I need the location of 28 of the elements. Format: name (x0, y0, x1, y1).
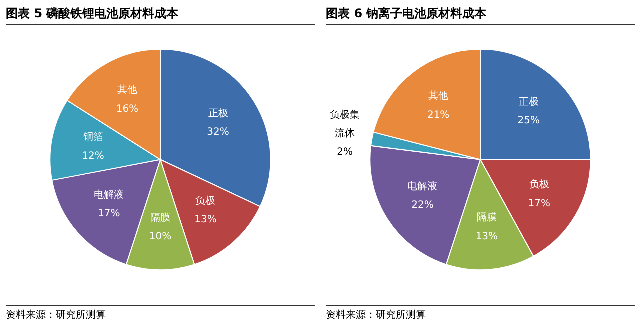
slice-label: 电解液 (94, 188, 124, 201)
data-label: 25% (518, 115, 540, 126)
data-label: 13% (476, 231, 498, 242)
data-label: 16% (116, 104, 139, 115)
data-label: 32% (207, 127, 230, 138)
data-label: 10% (149, 232, 172, 243)
slice-label: 正极 (518, 96, 539, 108)
slice-label: 其他 (428, 90, 449, 102)
slice-label: 其他 (118, 84, 138, 96)
slice-label: 铜箔 (82, 131, 104, 144)
data-label: 2% (337, 147, 353, 158)
slice-label: 正极 (208, 107, 228, 120)
slice-label: 隔膜 (150, 212, 170, 224)
text: 资料来源：研究所测算 (6, 309, 106, 322)
data-label: 12% (82, 150, 104, 162)
chart-title: 图表 5 磷酸铁锂电池原材料成本 (6, 6, 180, 21)
slice-label: 电解液 (408, 180, 438, 192)
chart-title: 图表 6 钠离子电池原材料成本 (326, 6, 488, 21)
text: 资料来源：研究所测算 (326, 309, 426, 322)
slice-label: 负极 (529, 178, 550, 191)
data-label: 22% (412, 200, 434, 212)
data-label: 17% (98, 208, 120, 220)
slice-label: 负极 (196, 194, 216, 207)
slice-label: 隔膜 (476, 212, 497, 224)
data-label: 17% (528, 198, 551, 210)
slice-label: 负极集流体 (330, 108, 360, 140)
data-label: 21% (427, 110, 450, 121)
data-label: 13% (194, 214, 217, 226)
